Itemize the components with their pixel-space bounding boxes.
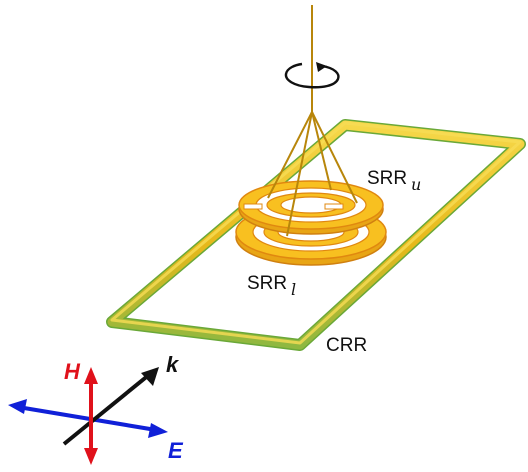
srr-upper-label-main: SRR xyxy=(367,168,407,189)
h-axis-label: H xyxy=(64,359,81,384)
field-axes: H k E xyxy=(8,352,184,465)
k-axis-label: k xyxy=(166,352,180,377)
srr-upper-outer-gap xyxy=(243,203,263,210)
srr-upper-inner-gap xyxy=(324,203,344,210)
crr-label: CRR xyxy=(326,335,367,356)
srr-lower-label-main: SRR xyxy=(247,273,287,294)
srr-lower-label-sub: l xyxy=(291,280,296,299)
suspension-wires xyxy=(267,5,358,237)
e-axis-label: E xyxy=(168,438,184,463)
srr-upper-ring xyxy=(238,180,384,235)
srr-lower-label: SRR l xyxy=(247,273,296,299)
srr-upper-label-sub: u xyxy=(411,175,421,194)
h-field-arrow xyxy=(84,367,98,465)
k-vector-arrow xyxy=(62,367,159,446)
e-field-arrow xyxy=(8,399,168,438)
srr-upper-label: SRR u xyxy=(367,168,421,194)
rotation-arrow-icon xyxy=(284,62,340,89)
